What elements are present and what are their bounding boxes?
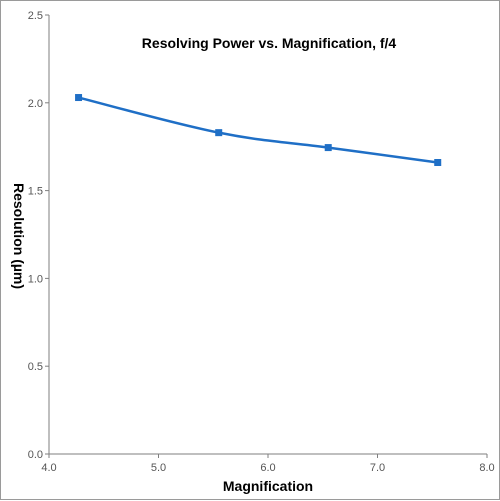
y-tick-label: 0.5 <box>28 361 43 373</box>
data-point-marker <box>75 94 83 102</box>
x-axis-label: Magnification <box>223 478 313 494</box>
series-line <box>78 96 438 164</box>
x-tick-label: 5.0 <box>151 462 166 474</box>
x-tick-label: 7.0 <box>370 462 385 474</box>
y-tick-label: 1.0 <box>28 273 43 285</box>
y-axis-ticks: 0.0 0.5 1.0 1.5 2.0 2.5 <box>28 10 49 461</box>
y-tick-label: 2.0 <box>28 98 43 110</box>
data-point-marker <box>434 159 442 167</box>
x-axis-ticks: 4.0 5.0 6.0 7.0 8.0 <box>41 454 495 474</box>
y-tick-label: 0.0 <box>28 449 43 461</box>
x-tick-label: 6.0 <box>260 462 275 474</box>
data-point-marker <box>215 129 223 137</box>
x-tick-label: 8.0 <box>479 462 494 474</box>
data-point-marker <box>324 144 332 152</box>
series-layer <box>75 94 442 167</box>
y-axis-label: Resolution (µm) <box>11 183 27 289</box>
y-tick-label: 2.5 <box>28 10 43 22</box>
y-tick-label: 1.5 <box>28 186 43 198</box>
x-tick-label: 4.0 <box>41 462 56 474</box>
chart-title: Resolving Power vs. Magnification, f/4 <box>142 35 397 51</box>
